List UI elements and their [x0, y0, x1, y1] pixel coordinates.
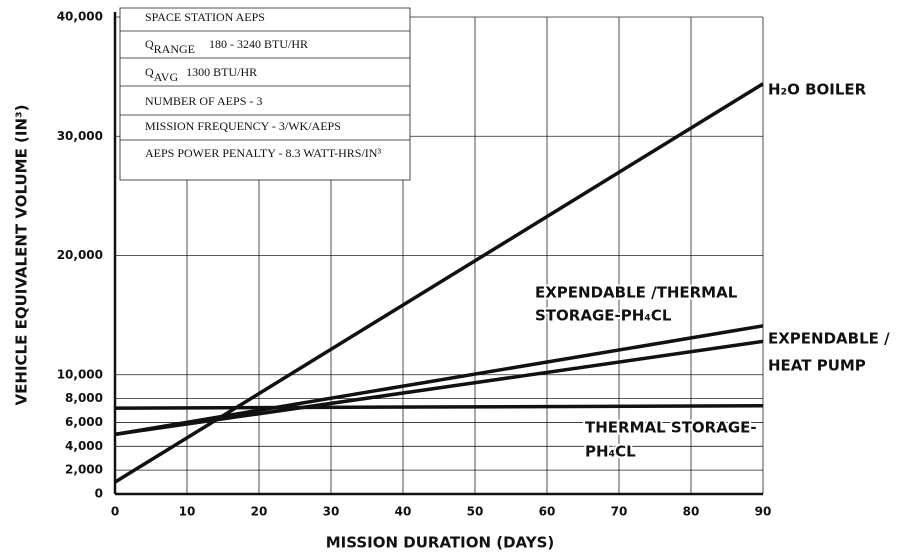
y-tick-label: 2,000: [65, 463, 103, 477]
y-tick-label: 0: [95, 487, 103, 501]
annotation: PH₄CL: [585, 443, 636, 461]
info-part: Q: [145, 37, 154, 51]
y-axis-label: VEHICLE EQUIVALENT VOLUME (IN³): [13, 105, 31, 406]
annotation: EXPENDABLE /THERMAL: [535, 284, 738, 302]
info-part: MISSION FREQUENCY - 3/WK/AEPS: [145, 119, 341, 133]
annotation: THERMAL STORAGE-: [585, 419, 757, 437]
info-part: SPACE STATION AEPS: [145, 10, 265, 24]
x-tick-label: 10: [179, 505, 196, 519]
annotation: HEAT PUMP: [768, 357, 866, 375]
x-axis-label: MISSION DURATION (DAYS): [326, 534, 555, 552]
info-part: AVG: [154, 70, 179, 84]
x-tick-label: 80: [683, 505, 700, 519]
info-text: MISSION FREQUENCY - 3/WK/AEPS: [145, 119, 341, 133]
x-tick-label: 0: [111, 505, 119, 519]
annotation: EXPENDABLE /: [768, 330, 890, 348]
series-line: [114, 324, 764, 437]
y-tick-label: 30,000: [57, 129, 103, 143]
x-tick-label: 50: [467, 505, 484, 519]
x-tick-label: 30: [323, 505, 340, 519]
y-tick-label: 8,000: [65, 391, 103, 405]
series-line: [114, 404, 764, 410]
series-line: [114, 339, 764, 437]
info-text: QAVG 1300 BTU/HR: [145, 65, 257, 84]
info-part: NUMBER OF AEPS - 3: [145, 94, 262, 108]
y-tick-label: 40,000: [57, 10, 103, 24]
info-part: AEPS POWER PENALTY - 8.3 WATT-HRS/IN³: [145, 146, 381, 160]
info-part: 180 - 3240 BTU/HR: [209, 37, 308, 51]
y-tick-label: 20,000: [57, 248, 103, 262]
info-part: RANGE: [154, 42, 195, 56]
x-tick-label: 20: [251, 505, 268, 519]
info-text: NUMBER OF AEPS - 3: [145, 94, 262, 108]
info-text: AEPS POWER PENALTY - 8.3 WATT-HRS/IN³: [145, 146, 381, 160]
y-tick-label: 4,000: [65, 439, 103, 453]
annotation: H₂O BOILER: [768, 81, 867, 99]
info-part: Q: [145, 65, 154, 79]
y-tick-label: 6,000: [65, 415, 103, 429]
x-tick-label: 60: [539, 505, 556, 519]
info-text: SPACE STATION AEPS: [145, 10, 265, 24]
x-tick-label: 70: [611, 505, 628, 519]
info-part: 1300 BTU/HR: [186, 65, 257, 79]
info-box: [119, 7, 411, 181]
x-tick-label: 90: [755, 505, 772, 519]
y-tick-label: 10,000: [57, 367, 103, 381]
annotation: STORAGE-PH₄CL: [535, 307, 672, 325]
x-tick-label: 40: [395, 505, 412, 519]
info-text: QRANGE 180 - 3240 BTU/HR: [145, 37, 308, 56]
